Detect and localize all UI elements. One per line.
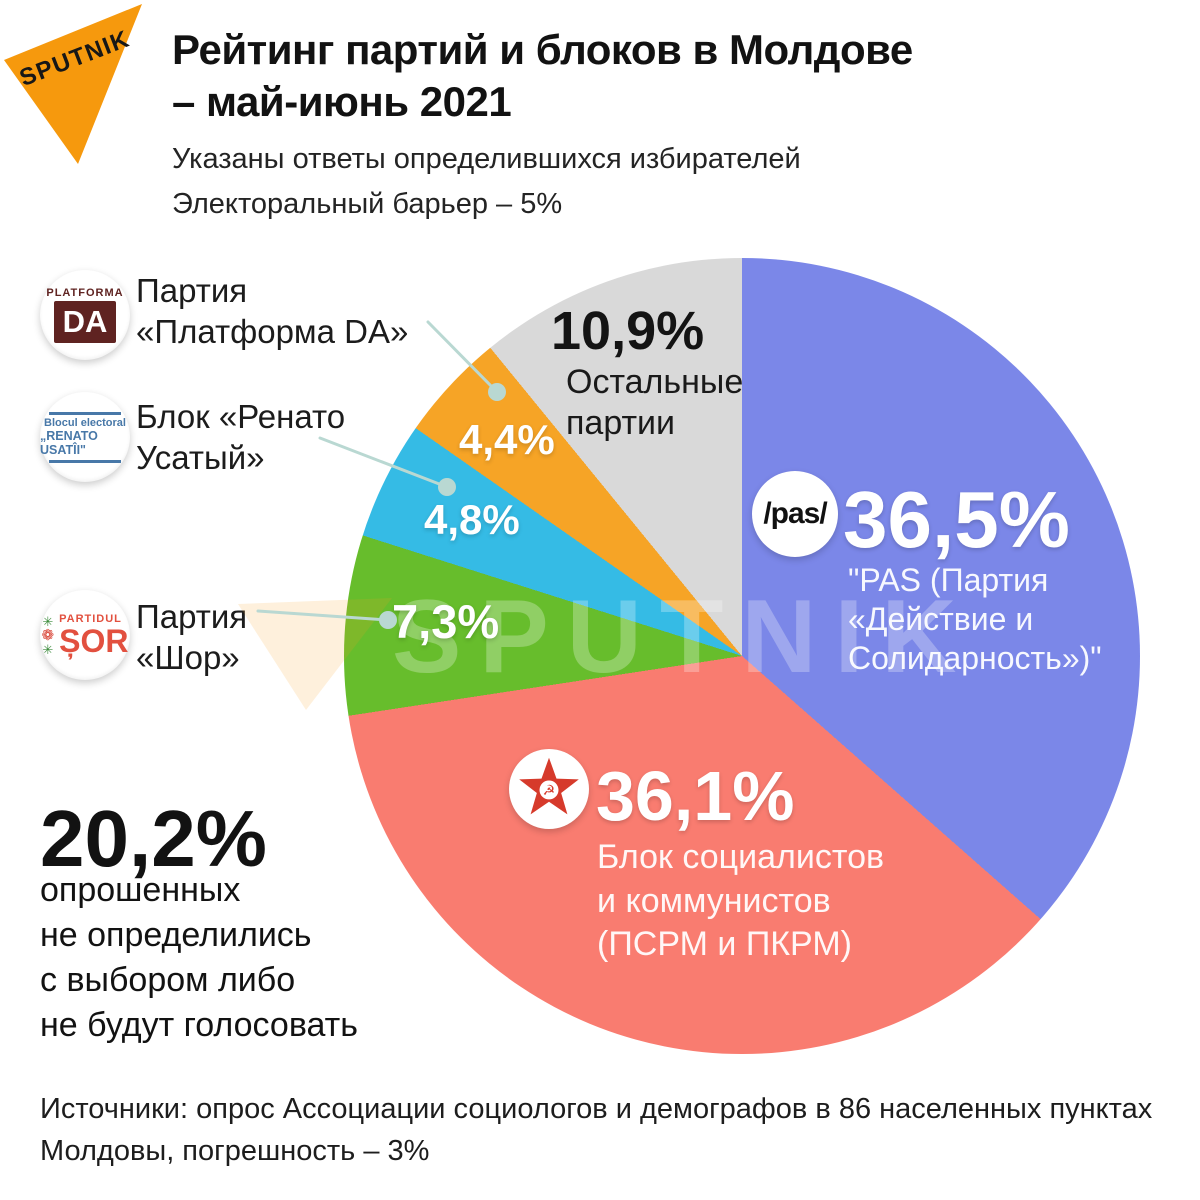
legend-label-renato-usatii: Блок «Ренато Усатый» bbox=[136, 398, 346, 477]
renato-usatii-badge-line1: Blocul electoral bbox=[44, 416, 126, 429]
platforma-da-badge-main: DA bbox=[54, 301, 116, 343]
sor-badge-icon: ✳ ❁ ✳ PARTIDUL ȘOR bbox=[40, 590, 130, 680]
renato-usatii-badge-line2: „RENATO USATÎI" bbox=[40, 428, 98, 457]
pas-description: "PAS (Партия «Действие и Солидарность»)" bbox=[848, 562, 1102, 677]
ornament-glyph: ✳ bbox=[42, 641, 54, 657]
legend-label-sor: Партия «Шор» bbox=[136, 598, 248, 677]
badge-rule bbox=[49, 411, 121, 415]
subtitle-threshold: Электоральный барьер – 5% bbox=[172, 188, 563, 220]
page-title: Рейтинг партий и блоков в Молдове – май-… bbox=[172, 26, 913, 126]
usatii-value: 4,8% bbox=[424, 496, 520, 543]
others-value: 10,9% bbox=[551, 301, 705, 361]
legend-label-platforma-da: Партия «Платформа DA» bbox=[136, 272, 409, 351]
socialists-description: Блок социалистов и коммунистов (ПСРМ и П… bbox=[597, 838, 885, 964]
undecided-description: опрошенных не определились с выбором либ… bbox=[40, 871, 358, 1044]
sor-badge-main: ȘOR bbox=[59, 623, 129, 659]
source-note: Источники: опрос Ассоциации социологов и… bbox=[40, 1093, 1153, 1168]
ornament-glyph: ❁ bbox=[41, 626, 55, 644]
platforma-da-badge-top: PLATFORMA bbox=[46, 287, 124, 299]
platforma-da-value: 4,4% bbox=[459, 416, 555, 463]
platforma-da-badge-icon: PLATFORMA DA bbox=[40, 270, 130, 360]
sputnik-triangle-icon bbox=[4, 4, 142, 164]
others-description: Остальные партии bbox=[566, 363, 744, 442]
renato-usatii-badge-icon: Blocul electoral „RENATO USATÎI" bbox=[40, 392, 130, 482]
hammer-sickle-icon: ☭ bbox=[543, 783, 556, 799]
pas-logo-icon: /pas/ bbox=[752, 471, 838, 557]
pas-logo-text: /pas/ bbox=[763, 497, 827, 530]
socialists-star-icon: ☭ bbox=[509, 749, 589, 829]
pas-value: 36,5% bbox=[843, 475, 1070, 564]
sor-value: 7,3% bbox=[392, 595, 500, 648]
sputnik-logo: SPUTNIK bbox=[4, 4, 142, 164]
badge-rule bbox=[49, 459, 121, 463]
socialists-value: 36,1% bbox=[596, 757, 795, 835]
undecided-value: 20,2% bbox=[40, 794, 267, 883]
sor-badge-top: PARTIDUL bbox=[59, 613, 122, 625]
subtitle-voters: Указаны ответы определившихся избирателе… bbox=[172, 143, 801, 175]
watermark-text: SPUTNIK bbox=[392, 579, 975, 695]
sor-ornament-icon: ✳ ❁ ✳ bbox=[42, 615, 55, 656]
ornament-glyph: ✳ bbox=[42, 613, 54, 629]
